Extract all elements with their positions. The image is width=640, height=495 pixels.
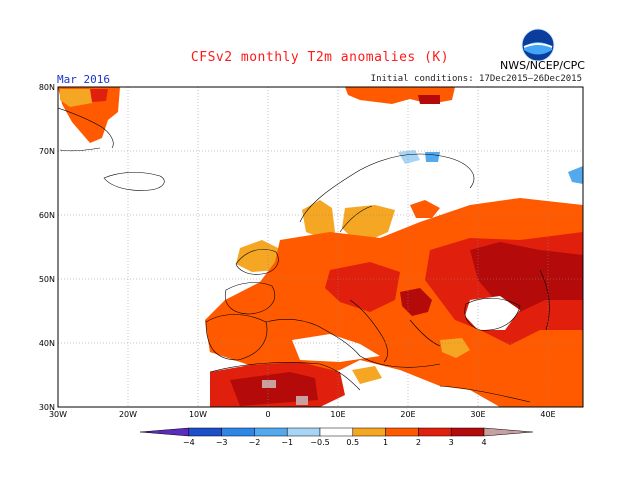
colorbar-swatch <box>450 427 485 437</box>
colorbar-label: 2 <box>416 438 421 447</box>
coastlines <box>58 107 550 403</box>
colorbar-label: 0.5 <box>346 438 359 447</box>
colorbar-swatch <box>385 427 419 437</box>
lon-label: 0 <box>265 410 270 419</box>
map-frame <box>57 86 584 408</box>
lat-label: 80N <box>39 83 55 92</box>
lon-label: 10E <box>330 410 345 419</box>
colorbar-swatch <box>418 427 452 437</box>
colorbar-swatch <box>188 427 222 437</box>
colorbar-label: −1 <box>281 438 293 447</box>
colorbar-label: −0.5 <box>310 438 329 447</box>
colorbar-label: −2 <box>249 438 261 447</box>
noaa-logo <box>521 28 555 62</box>
lat-label: 70N <box>39 147 55 156</box>
colorbar-label: 3 <box>449 438 454 447</box>
lon-label: 30W <box>49 410 67 419</box>
lon-label: 20W <box>119 410 137 419</box>
lat-label: 30N <box>39 403 55 412</box>
colorbar-label: 1 <box>383 438 388 447</box>
colorbar-label: 4 <box>481 438 486 447</box>
map-title: CFSv2 monthly T2m anomalies (K) <box>190 50 450 65</box>
colorbar-label: −3 <box>216 438 228 447</box>
lat-label: 40N <box>39 339 55 348</box>
lon-label: 10W <box>189 410 207 419</box>
agency-label: NWS/NCEP/CPC <box>500 59 585 72</box>
forecast-period: Mar 2016 <box>57 73 110 86</box>
lat-label: 60N <box>39 211 55 220</box>
colorbar-swatch <box>319 427 354 437</box>
lon-label: 40E <box>540 410 555 419</box>
colorbar-swatch <box>286 427 321 437</box>
initial-conditions: Initial conditions: 17Dec2015–26Dec2015 <box>370 74 582 84</box>
lon-label: 30E <box>470 410 485 419</box>
lat-label: 50N <box>39 275 55 284</box>
longitude-labels: 30W 20W 10W 0 10E 20E 30E 40E <box>49 410 556 419</box>
colorbar-swatch <box>254 427 288 437</box>
latitude-labels: 80N 70N 60N 50N 40N 30N <box>39 83 55 412</box>
colorbar-swatch <box>221 427 255 437</box>
graticule <box>58 87 583 407</box>
colorbar-swatch <box>139 427 190 437</box>
colorbar: −4 −3 −2 −1 −0.5 0.5 1 2 3 4 <box>139 427 533 447</box>
colorbar-swatch <box>352 427 386 437</box>
lon-label: 20E <box>400 410 415 419</box>
colorbar-label: −4 <box>183 438 195 447</box>
colorbar-swatch <box>483 427 533 437</box>
